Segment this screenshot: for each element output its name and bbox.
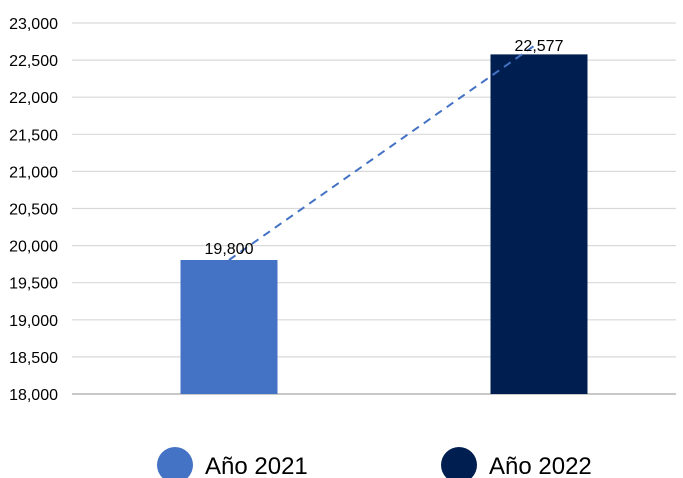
y-tick-label: 19,000 [9,313,58,330]
y-axis-tick-labels: 18,000 18,500 19,000 19,500 20,000 20,500 21,0… [9,16,58,404]
bar-2 [490,54,588,395]
legend-label: Año 2021 [205,453,308,478]
y-tick-label: 18,500 [9,350,58,367]
trendline-layer [228,41,540,261]
trendline [228,41,540,261]
y-tick-label: 19,500 [9,276,58,293]
legend-label: Año 2022 [489,453,592,478]
legend-marker [157,447,193,478]
y-tick-label: 21,000 [9,164,58,181]
y-tick-label: 22,000 [9,90,58,107]
bars [180,54,588,395]
y-tick-label: 20,000 [9,239,58,256]
legend-item-1: Año 2021 [157,447,308,478]
legend-item-2: Año 2022 [441,447,592,478]
data-label-2: 22,577 [515,38,564,55]
y-tick-label: 22,500 [9,53,58,70]
legend: Año 2021 Año 2022 [157,447,592,478]
y-tick-label: 18,000 [9,387,58,404]
bar-1 [180,260,278,394]
y-tick-label: 23,000 [9,16,58,33]
y-tick-label: 21,500 [9,127,58,144]
legend-marker [441,447,477,478]
data-label-1: 19,800 [205,241,254,258]
y-tick-label: 20,500 [9,202,58,219]
data-labels: 19,800 22,577 [205,38,564,258]
